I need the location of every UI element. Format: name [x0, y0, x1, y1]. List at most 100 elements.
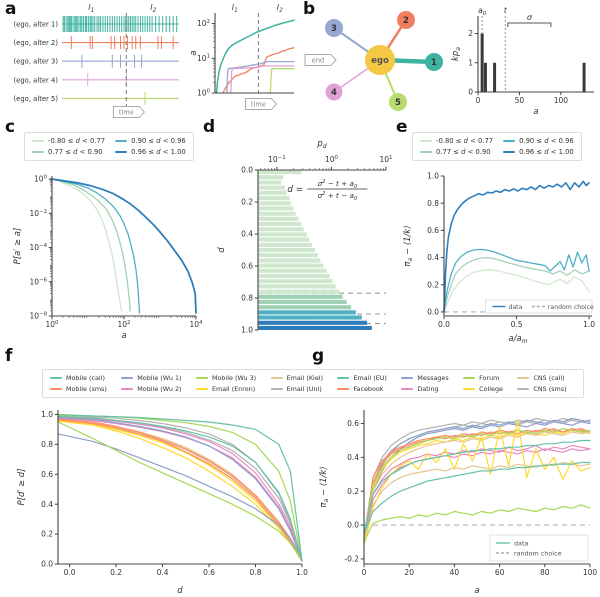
- panel-label-g: g: [312, 346, 325, 366]
- text-label: 0.6: [347, 419, 359, 428]
- series-Dating: [363, 444, 591, 543]
- legend-swatch: [463, 388, 476, 390]
- plot-data: [57, 413, 303, 562]
- legend-swatch: [115, 151, 128, 153]
- series-Mobile (sms): [363, 428, 591, 543]
- legend-item: Mobile (call): [50, 374, 116, 382]
- formula-numerator: σ2 − t + a0: [318, 179, 358, 190]
- text-label: 0.8: [250, 568, 262, 577]
- series-Facebook: [363, 428, 591, 543]
- legend-swatch: [401, 377, 414, 379]
- text-label: 0: [468, 88, 473, 97]
- text-label: 0: [476, 96, 481, 105]
- legend-item-label: Forum: [479, 374, 500, 382]
- y-axis-label: d: [217, 247, 227, 253]
- text-label: -0.2: [344, 555, 359, 564]
- legend-label: random choice: [514, 549, 562, 557]
- series-Mobile (call): [57, 413, 303, 562]
- panel-a-cumulative-chart: 100 101 102 a I1 I2 time: [189, 3, 295, 110]
- text-label: 0.2: [41, 530, 53, 539]
- alter-node-label: 1: [431, 58, 437, 68]
- text-label: 102: [118, 320, 131, 329]
- text-label: 0.0: [347, 521, 359, 530]
- legend-item-label: Mobile (Wu 3): [211, 374, 257, 382]
- text-label: 10−6: [30, 277, 48, 286]
- text-label: 104: [190, 320, 204, 329]
- legend-item: Dating: [401, 385, 458, 393]
- legend-item: Email (Kiel): [270, 374, 333, 382]
- series-Email (EU): [363, 439, 591, 535]
- legend-swatch: [463, 377, 476, 379]
- legend-item-label: Mobile (Wu 2): [137, 385, 182, 393]
- legend-item: Mobile (Wu 2): [121, 385, 191, 393]
- text-label: 0.2: [110, 568, 122, 577]
- plot-data: [215, 19, 295, 94]
- text-label: 80: [540, 568, 550, 577]
- text-label: 0.2: [241, 198, 253, 207]
- series-Forum: [57, 414, 303, 562]
- plot-data: [443, 180, 590, 313]
- alter-node-1: [425, 53, 443, 71]
- series-Email (Enron): [57, 419, 303, 562]
- text-label: 1.0: [427, 172, 439, 181]
- plot-data: [363, 417, 591, 546]
- series-alter5: [269, 68, 295, 94]
- text-label: 101: [380, 155, 393, 164]
- text-label: 0.4: [41, 500, 53, 509]
- panel-b-bar-chart: 0 50 100 0 1 2 a kpa a0 t σ: [451, 6, 594, 117]
- legend-item: 0.96 ≤ d < 1.00: [503, 148, 574, 156]
- text-label: 0.4: [427, 253, 439, 262]
- panel-e-legend: -0.80 ≤ d < 0.77 0.90 ≤ d < 0.96 0.77 ≤ d …: [412, 132, 582, 161]
- text-label: 100: [46, 320, 60, 329]
- legend-item: -0.80 ≤ d < 0.77: [420, 137, 493, 145]
- series-CNS (sms): [363, 417, 591, 538]
- axes: 0 50 100 0 1 2 a kpa: [451, 16, 594, 117]
- text-label: 0.5: [511, 320, 523, 329]
- legend-item-label: CNS (call): [533, 374, 565, 382]
- legend-item-label: Mobile (sms): [66, 385, 107, 393]
- text-label: 0.6: [427, 226, 439, 235]
- legend-item-label: Email (Enron): [211, 385, 256, 393]
- panel-d-distribution-chart: 10−1 100 101 0.0 0.2 0.4 0.6 0.8 1.0 pd d d = σ2 − t…: [217, 139, 393, 335]
- row-label: (ego, alter 1): [14, 21, 59, 29]
- text-label: 100: [197, 89, 211, 98]
- y-axis-label: πa − ⟨1/k⟩: [319, 466, 330, 507]
- series-Email (EU): [57, 416, 303, 562]
- plot-data: [480, 33, 586, 92]
- ego-node-label: ego: [371, 56, 389, 66]
- text-label: σ: [527, 13, 533, 22]
- text-label: 0.4: [157, 568, 169, 577]
- series-Mobile (Wu 3): [57, 421, 303, 561]
- row-label: (ego, alter 3): [14, 58, 59, 66]
- legend-item-label: Dating: [417, 385, 439, 393]
- text-label: 100: [554, 96, 569, 105]
- legend-item-label: College: [479, 385, 503, 393]
- legend-item-label: Mobile (Wu 1): [137, 374, 182, 382]
- legend-item-label: Email (Kiel): [286, 374, 324, 382]
- text-label: 0.0: [41, 560, 53, 569]
- series-Mobile (call): [363, 461, 591, 535]
- legend-item: Forum: [463, 374, 512, 382]
- x-axis-label: a: [533, 107, 538, 117]
- legend-item: CNS (call): [517, 374, 576, 382]
- legend-swatch: [195, 377, 208, 379]
- legend-item: Mobile (sms): [50, 385, 116, 393]
- legend-swatch: [115, 140, 128, 142]
- annotations: I1 I2: [232, 3, 283, 14]
- text-label: 0.8: [41, 440, 53, 449]
- series-d-group-2: [443, 257, 590, 313]
- series-alter3: [226, 60, 295, 94]
- panel-g-pi-chart: 0 20 40 60 80 100 -0.2 0.0 0.2 0.4 0.6 a πa − ⟨1/k⟩ d…: [319, 410, 597, 596]
- series-Messages: [57, 416, 303, 562]
- text-label: 0.6: [241, 262, 253, 271]
- row-label: (ego, alter 2): [14, 39, 59, 47]
- legend-swatch: [50, 388, 62, 390]
- time-arrow: [112, 106, 146, 118]
- alter-node-5: [389, 93, 407, 111]
- legend-item-label: 0.77 ≤ d < 0.90: [48, 148, 103, 156]
- text-label: 0.6: [41, 470, 53, 479]
- series-alter2: [222, 47, 295, 94]
- text-label: 0.6: [203, 568, 215, 577]
- legend-item: 0.90 ≤ d < 0.96: [503, 137, 574, 145]
